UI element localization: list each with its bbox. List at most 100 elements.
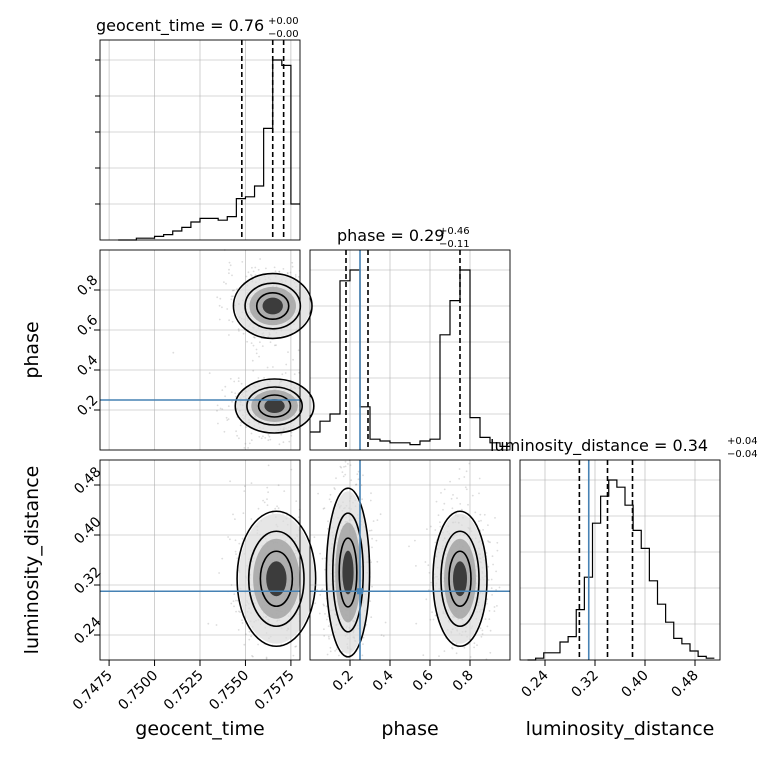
title-phase-sub: −0.11	[439, 239, 470, 250]
scatter-point	[276, 505, 278, 508]
scatter-point	[443, 502, 446, 505]
scatter-point	[225, 282, 227, 285]
xtick-label-phase: 0.2	[330, 668, 357, 695]
scatter-point	[327, 635, 330, 638]
scatter-point	[237, 380, 240, 383]
scatter-point	[361, 498, 363, 501]
scatter-point	[230, 602, 233, 605]
ylabel-phase: phase	[21, 321, 43, 378]
scatter-point	[230, 391, 233, 394]
xlabel-geocent-time: geocent_time	[135, 718, 264, 740]
scatter-point	[459, 503, 462, 505]
scatter-point	[449, 480, 451, 483]
scatter-point	[247, 271, 250, 274]
scatter-point	[283, 490, 286, 492]
scatter-point	[463, 646, 466, 649]
scatter-point	[235, 599, 237, 602]
scatter-point	[357, 470, 360, 473]
scatter-point	[251, 266, 253, 269]
scatter-point	[415, 622, 418, 625]
scatter-point	[231, 400, 234, 403]
scatter-point	[347, 463, 349, 465]
xlabel-phase: phase	[381, 718, 438, 740]
scatter-point	[221, 408, 224, 410]
scatter-point	[327, 527, 329, 530]
scatter-point	[483, 513, 486, 516]
scatter-point	[252, 369, 255, 372]
scatter-point	[371, 537, 373, 540]
scatter-point	[437, 514, 440, 517]
scatter-point	[237, 629, 240, 631]
scatter-point	[227, 405, 230, 408]
scatter-point	[252, 344, 255, 347]
scatter-point	[384, 621, 387, 624]
title-geocent-time-sub: −0.00	[268, 29, 299, 40]
scatter-point	[327, 625, 330, 628]
scatter-point	[245, 275, 248, 278]
scatter-point	[318, 612, 321, 615]
scatter-point	[451, 507, 454, 510]
scatter-point	[434, 541, 437, 544]
scatter-point	[250, 432, 253, 435]
density-core	[342, 550, 354, 595]
scatter-point	[438, 655, 440, 657]
scatter-point	[216, 409, 218, 412]
hist-step-phase	[310, 269, 510, 447]
scatter-point	[237, 328, 240, 331]
scatter-point	[287, 351, 289, 353]
scatter-point	[455, 643, 458, 645]
scatter-point	[328, 498, 331, 501]
scatter-point	[290, 431, 293, 434]
scatter-point	[427, 564, 430, 567]
scatter-point	[464, 486, 467, 489]
scatter-point	[313, 536, 316, 539]
scatter-point	[252, 655, 254, 658]
scatter-point	[240, 421, 243, 424]
scatter-point	[317, 492, 319, 495]
scatter-point	[238, 610, 240, 613]
scatter-point	[432, 618, 435, 621]
scatter-point	[487, 565, 490, 568]
scatter-point	[247, 447, 250, 449]
scatter-point	[268, 435, 271, 438]
scatter-point	[430, 581, 433, 584]
scatter-point	[431, 611, 433, 613]
scatter-point	[415, 565, 417, 567]
scatter-point	[493, 610, 496, 612]
title-luminosity-distance-sup: +0.04	[727, 436, 758, 447]
scatter-point	[325, 605, 328, 608]
scatter-point	[266, 504, 269, 507]
scatter-point	[361, 654, 364, 657]
scatter-point	[481, 633, 484, 635]
density-contour	[440, 530, 480, 628]
scatter-point	[271, 512, 274, 514]
scatter-point	[252, 270, 255, 273]
xlabel-luminosity-distance: luminosity_distance	[526, 718, 715, 740]
scatter-point	[233, 605, 235, 608]
scatter-point	[455, 652, 458, 655]
scatter-point	[242, 332, 245, 335]
scatter-point	[479, 627, 482, 630]
scatter-point	[467, 503, 469, 506]
scatter-point	[492, 563, 494, 566]
scatter-point	[460, 508, 463, 511]
scatter-point	[282, 512, 284, 515]
scatter-point	[235, 610, 238, 613]
density-contour	[432, 510, 488, 648]
scatter-point	[286, 271, 289, 274]
scatter-point	[334, 488, 336, 490]
scatter-point	[439, 525, 442, 528]
ytick-label-phase: 0.4	[74, 352, 101, 379]
scatter-point	[451, 647, 454, 650]
scatter-point	[244, 442, 247, 445]
scatter-point	[250, 482, 253, 484]
scatter-point	[230, 298, 233, 301]
scatter-point	[297, 349, 300, 352]
scatter-point	[250, 635, 253, 638]
scatter-point	[335, 648, 338, 651]
scatter-point	[496, 541, 499, 544]
scatter-point	[288, 440, 291, 443]
scatter-point	[338, 654, 340, 657]
scatter-point	[172, 351, 175, 354]
scatter-point	[487, 540, 489, 542]
